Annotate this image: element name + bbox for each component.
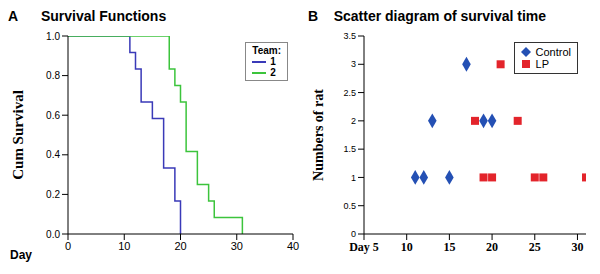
svg-text:15: 15 [443, 240, 455, 254]
svg-text:1.0: 1.0 [46, 31, 60, 42]
svg-text:30: 30 [231, 240, 243, 252]
html-text:B Scatter diagram of survival: B Scatter diagram of survival time [308, 8, 547, 24]
svg-text:2: 2 [351, 116, 356, 126]
html-text:A Survival Functions: A Survival Functions [8, 8, 167, 24]
svg-text:10: 10 [118, 240, 130, 252]
html-text:Team:: Team: [252, 45, 281, 56]
svg-text:Numbers of rat: Numbers of rat [311, 89, 326, 181]
svg-text:1: 1 [351, 173, 356, 183]
svg-text:25: 25 [529, 240, 541, 254]
svg-text:20: 20 [486, 240, 498, 254]
svg-text:0: 0 [65, 240, 71, 252]
svg-text:30: 30 [571, 240, 583, 254]
svg-text:0: 0 [351, 229, 356, 239]
html-text:Control: Control [535, 46, 571, 58]
svg-text:0.8: 0.8 [46, 70, 60, 81]
svg-text:0.2: 0.2 [46, 189, 60, 200]
svg-text:0.0: 0.0 [46, 229, 60, 240]
svg-text:2.5: 2.5 [343, 88, 356, 98]
html-text:LP: LP [535, 58, 549, 70]
svg-text:3: 3 [351, 59, 356, 69]
svg-text:0.5: 0.5 [343, 201, 356, 211]
svg-text:0.4: 0.4 [46, 149, 60, 160]
svg-text:10: 10 [401, 240, 413, 254]
svg-text:3.5: 3.5 [343, 31, 356, 41]
svg-text:0.6: 0.6 [46, 110, 60, 121]
html-text:1: 1 [270, 56, 276, 67]
html-text:Day: Day [10, 248, 32, 262]
svg-text:1.5: 1.5 [343, 144, 356, 154]
svg-text:Day 5: Day 5 [349, 240, 379, 254]
svg-text:20: 20 [174, 240, 186, 252]
svg-text:40: 40 [287, 240, 299, 252]
svg-text:Cum Survival: Cum Survival [10, 90, 26, 180]
html-text:2: 2 [270, 67, 276, 78]
